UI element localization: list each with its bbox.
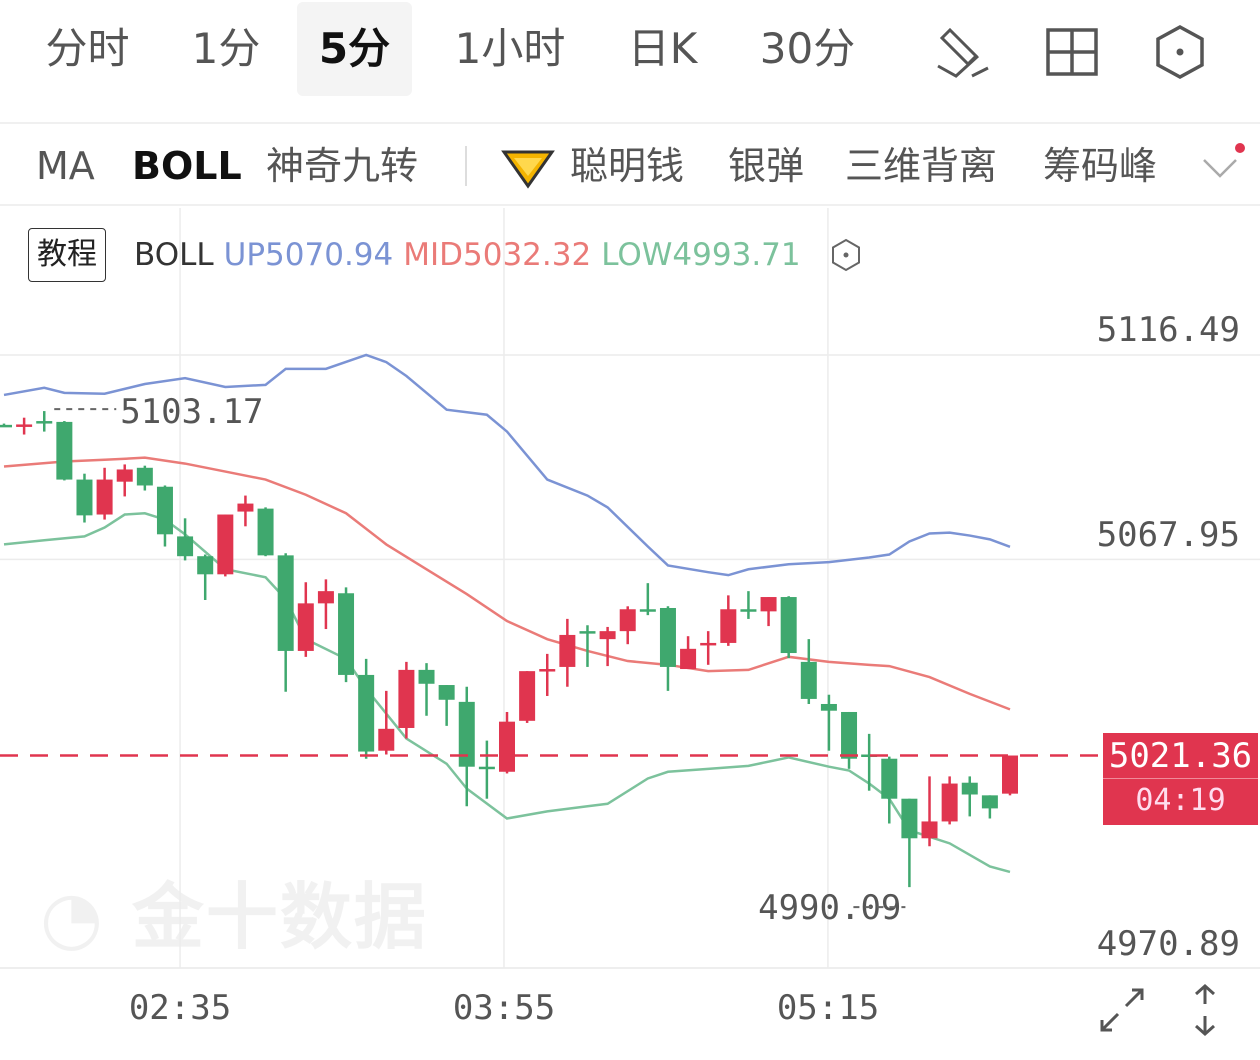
indicator-settings-icon[interactable] [829, 238, 863, 272]
candle-body [378, 728, 395, 751]
candle-body [961, 782, 978, 795]
candle-body [659, 607, 676, 667]
candle-body [237, 503, 254, 512]
candle-body [861, 754, 878, 758]
candle-body [499, 721, 515, 772]
x-tick-label: 05:15 [776, 988, 880, 1028]
candle-body [519, 671, 536, 721]
candle-body [36, 421, 53, 424]
candle-body [780, 597, 797, 654]
boll-mid-line [3, 456, 1011, 711]
y-tick-label: 4970.89 [1096, 924, 1240, 964]
chevron-down-icon[interactable] [1198, 140, 1250, 190]
candle-body [981, 795, 998, 809]
indicator-boll[interactable]: BOLL [132, 144, 242, 188]
legend-mid: MID5032.32 [403, 237, 592, 273]
indicator-silver-bullet[interactable]: 银弹 [728, 144, 805, 188]
last-price: 5021.36 [1103, 733, 1258, 779]
candle-body [257, 508, 274, 556]
indicator-ma[interactable]: MA [36, 144, 95, 188]
boll-legend: 教程 BOLL UP5070.94 MID5032.32 LOW4993.71 [28, 228, 863, 282]
divider [465, 146, 467, 186]
candle-body [740, 609, 757, 612]
candle-body [599, 631, 616, 640]
candle-body [438, 685, 455, 700]
x-tick-label: 02:35 [128, 988, 232, 1028]
tutorial-button[interactable]: 教程 [28, 228, 106, 282]
candle-body [116, 469, 133, 482]
legend-up: UP5070.94 [223, 237, 394, 273]
candle-body [358, 674, 375, 752]
candle-body [398, 669, 415, 728]
indicator-bar: MA BOLL 神奇九转 聪明钱 银弹 三维背离 筹码峰 [0, 126, 1260, 206]
candle-countdown: 04:19 [1135, 783, 1226, 818]
tab-30min[interactable]: 30分 [759, 24, 856, 73]
candle-body [96, 479, 113, 515]
candle-body [539, 669, 556, 672]
high-price-label: 5103.17 [120, 392, 263, 432]
candle-body [217, 514, 234, 575]
tab-daily[interactable]: 日K [627, 24, 698, 73]
tab-1hour[interactable]: 1小时 [454, 24, 566, 73]
candle-body [579, 631, 596, 634]
grid-layout-icon[interactable] [1042, 22, 1102, 82]
candle-body [720, 609, 737, 643]
candle-body [619, 609, 636, 632]
candle-body [680, 648, 697, 670]
candle-body [820, 703, 837, 711]
vertical-scale-icon[interactable] [1188, 982, 1222, 1038]
indicator-3d-divergence[interactable]: 三维背离 [845, 144, 998, 188]
candle-body [76, 479, 93, 516]
candle-body [478, 766, 495, 770]
candle-body [841, 711, 858, 759]
candle-body [881, 758, 898, 799]
indicator-td9[interactable]: 神奇九转 [266, 144, 419, 188]
period-tabs: 分时 1分 5分 1小时 日K 30分 [0, 0, 1260, 124]
candle-body [338, 593, 355, 675]
candle-body [317, 591, 334, 604]
candle-body [136, 467, 153, 486]
legend-name: BOLL [134, 237, 214, 273]
candle-body [1002, 755, 1018, 794]
candle-body [197, 556, 214, 575]
candle-body [800, 661, 817, 699]
candle-body [418, 669, 435, 684]
hexagon-settings-icon[interactable] [1150, 22, 1210, 82]
candle-body [156, 486, 173, 535]
candle-body [277, 555, 294, 651]
last-price-tag: 5021.36 04:19 [1103, 733, 1258, 825]
candle-body [56, 421, 73, 480]
diamond-icon [501, 150, 555, 189]
draw-pen-icon[interactable] [932, 22, 992, 82]
expand-icon[interactable] [1096, 984, 1148, 1036]
candle-body [639, 609, 656, 612]
candle-body [921, 821, 938, 839]
indicator-chip-peak[interactable]: 筹码峰 [1043, 144, 1158, 188]
y-tick-label: 5116.49 [1096, 310, 1240, 350]
tab-5min[interactable]: 5分 [297, 2, 412, 96]
y-tick-label: 5067.95 [1096, 515, 1240, 555]
candle-body [458, 701, 475, 767]
candle-body [297, 603, 314, 651]
candle-body [941, 783, 958, 822]
legend-low: LOW4993.71 [601, 237, 801, 273]
tab-timeshare[interactable]: 分时 [45, 24, 130, 73]
tab-1min[interactable]: 1分 [191, 24, 261, 73]
candle-body [559, 634, 576, 667]
candle-body [700, 642, 717, 646]
x-tick-label: 03:55 [452, 988, 556, 1028]
boll-lower-line [3, 511, 1011, 874]
candle-body [901, 798, 918, 839]
watermark-logo: ◔ 金十数据 [40, 875, 428, 959]
indicator-smart-money[interactable]: 聪明钱 [570, 144, 685, 188]
candle-body [177, 536, 194, 557]
boll-upper-line [3, 353, 1011, 577]
candle-body [760, 597, 777, 612]
candle-body [0, 424, 12, 428]
candle-body [16, 424, 33, 427]
